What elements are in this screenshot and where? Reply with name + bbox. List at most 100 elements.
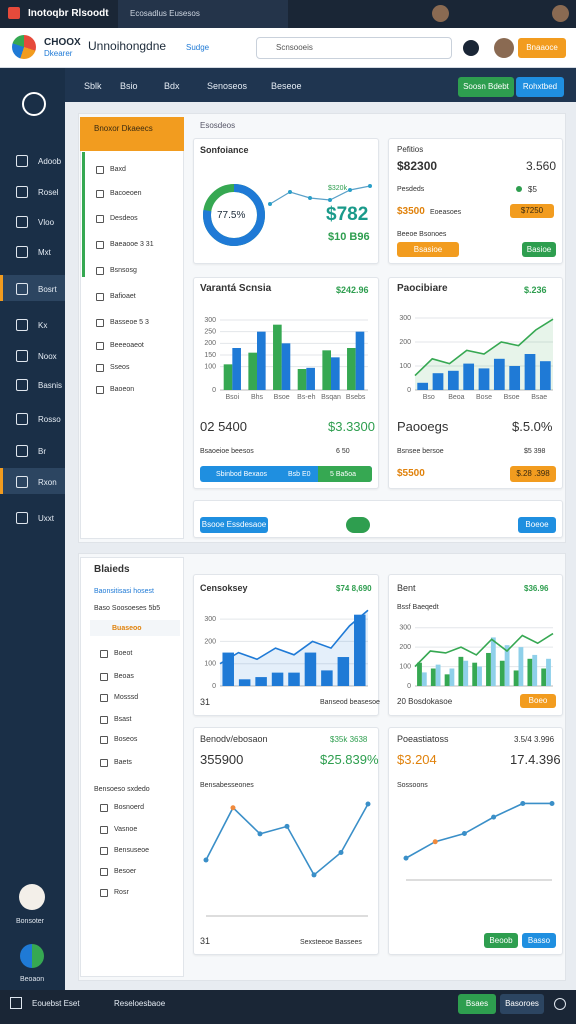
sidebar-item[interactable]: Vloo — [38, 218, 55, 227]
button[interactable] — [510, 204, 554, 218]
filter-item[interactable]: Baeaooe 3 31 — [110, 241, 154, 248]
filter-item[interactable]: Beoas — [114, 673, 134, 680]
checkbox[interactable] — [96, 241, 104, 249]
checkbox[interactable] — [100, 673, 108, 681]
filter-item[interactable]: Bsnsosg — [110, 267, 137, 274]
sidebar-item[interactable]: Rxon — [38, 478, 57, 487]
checkbox[interactable] — [96, 364, 104, 372]
checkbox[interactable] — [100, 868, 108, 876]
button-label[interactable]: Soosn Bdebt — [463, 82, 509, 91]
filter-item[interactable]: Sseos — [110, 364, 130, 371]
button[interactable] — [458, 994, 496, 1014]
button-label[interactable]: Boeo — [528, 696, 548, 705]
nav-tab[interactable]: Bdx — [164, 81, 180, 91]
button-label[interactable]: Boeoe — [525, 520, 549, 529]
checkbox[interactable] — [100, 694, 108, 702]
filter-item[interactable]: Baxd — [110, 166, 126, 173]
filter-item[interactable]: Desdeos — [110, 215, 138, 222]
button[interactable] — [520, 694, 556, 708]
checkbox[interactable] — [100, 826, 108, 834]
button-label[interactable]: Bsasioe — [413, 245, 443, 254]
checkbox[interactable] — [96, 190, 104, 198]
button-label[interactable]: Basioe — [526, 245, 552, 254]
sidebar-icon[interactable] — [16, 413, 28, 425]
sidebar-item[interactable]: Adoob — [38, 157, 62, 166]
checkbox[interactable] — [96, 319, 104, 327]
sidebar-item[interactable]: Uxxt — [38, 514, 54, 523]
sidebar-icon[interactable] — [16, 319, 28, 331]
filter-item[interactable]: Bsast — [114, 716, 132, 723]
filter-item[interactable]: Rosr — [114, 889, 129, 896]
button-label[interactable]: $7250 — [520, 206, 544, 215]
sidebar-icon[interactable] — [16, 283, 28, 295]
sidebar-item[interactable]: Br — [38, 447, 46, 456]
checkbox[interactable] — [100, 650, 108, 658]
button-label[interactable]: Bnaaoce — [526, 43, 558, 52]
sidebar-icon[interactable] — [16, 379, 28, 391]
sidebar-item[interactable]: Noox — [38, 352, 57, 361]
icon-btn[interactable] — [463, 40, 479, 56]
sidebar-item[interactable]: Basnis — [38, 381, 63, 390]
button-label[interactable]: Bsaes — [465, 999, 489, 1008]
sidebar-icon[interactable] — [16, 512, 28, 524]
checkbox[interactable] — [100, 716, 108, 724]
button[interactable] — [500, 994, 544, 1014]
filter-item[interactable]: Vasnoe — [114, 826, 138, 833]
button[interactable] — [397, 242, 459, 257]
sidebar-item[interactable]: Kx — [38, 321, 48, 330]
sidebar-icon[interactable] — [16, 246, 28, 258]
filter-item[interactable]: Baets — [114, 759, 132, 766]
checkbox[interactable] — [96, 166, 104, 174]
button[interactable] — [484, 933, 518, 948]
search-box[interactable] — [256, 37, 452, 59]
sidebar-icon[interactable] — [16, 445, 28, 457]
sidebar-icon[interactable] — [16, 186, 28, 198]
checkbox[interactable] — [100, 804, 108, 812]
sidebar-item[interactable]: Rosel — [38, 188, 59, 197]
filter-item[interactable]: Basseoe 5 3 — [110, 319, 149, 326]
nav-tab[interactable]: Sblk — [84, 81, 102, 91]
sidebar-icon[interactable] — [16, 155, 28, 167]
filter-item[interactable]: Boeot — [114, 650, 133, 657]
sidebar-item[interactable]: Mxt — [38, 248, 51, 257]
sidebar-item[interactable]: Bosrt — [38, 285, 57, 294]
filter-item[interactable]: Bensuseoe — [114, 847, 150, 854]
button[interactable] — [522, 933, 556, 948]
checkbox[interactable] — [100, 889, 108, 897]
filter-item[interactable]: Baoeon — [110, 386, 135, 393]
sidebar-item[interactable]: Rosso — [38, 415, 61, 424]
button[interactable] — [510, 466, 556, 482]
filter-item[interactable]: Mosssd — [114, 694, 139, 701]
filter-item[interactable]: Boseos — [114, 736, 138, 743]
nav-tab[interactable]: Beseoe — [271, 81, 302, 91]
button-label[interactable]: Beoob — [489, 936, 513, 945]
button[interactable] — [522, 242, 556, 257]
active-filter[interactable]: Buaseoo — [112, 625, 142, 632]
settings-icon[interactable] — [554, 998, 566, 1010]
search-placeholder[interactable]: Scnsooeis — [276, 43, 313, 52]
toggle[interactable] — [346, 517, 370, 533]
filter-item[interactable]: Bacoeoen — [110, 190, 142, 197]
button[interactable] — [200, 517, 268, 533]
button-label[interactable]: Basoroes — [505, 999, 539, 1008]
button[interactable] — [516, 77, 564, 97]
sidebar-icon[interactable] — [16, 216, 28, 228]
checkbox[interactable] — [96, 293, 104, 301]
button-label[interactable]: Basso — [527, 936, 551, 945]
checkbox[interactable] — [100, 736, 108, 744]
filter-item[interactable]: Besoer — [114, 868, 137, 875]
checkbox[interactable] — [100, 759, 108, 767]
nav-tab[interactable]: Bsio — [120, 81, 138, 91]
checkbox[interactable] — [96, 267, 104, 275]
sidebar-icon[interactable] — [16, 476, 28, 488]
checkbox[interactable] — [96, 342, 104, 350]
button-label[interactable]: Rohxtbed — [522, 82, 558, 91]
filter-item[interactable]: Bosnoerd — [114, 804, 144, 811]
checkbox[interactable] — [96, 386, 104, 394]
checkbox[interactable] — [100, 847, 108, 855]
tab-label[interactable]: Ecosadlus Eusesos — [130, 9, 200, 18]
button-label[interactable]: $.28 .398 — [516, 469, 550, 478]
sidebar-icon[interactable] — [16, 350, 28, 362]
button[interactable] — [518, 517, 556, 533]
checkbox[interactable] — [96, 215, 104, 223]
